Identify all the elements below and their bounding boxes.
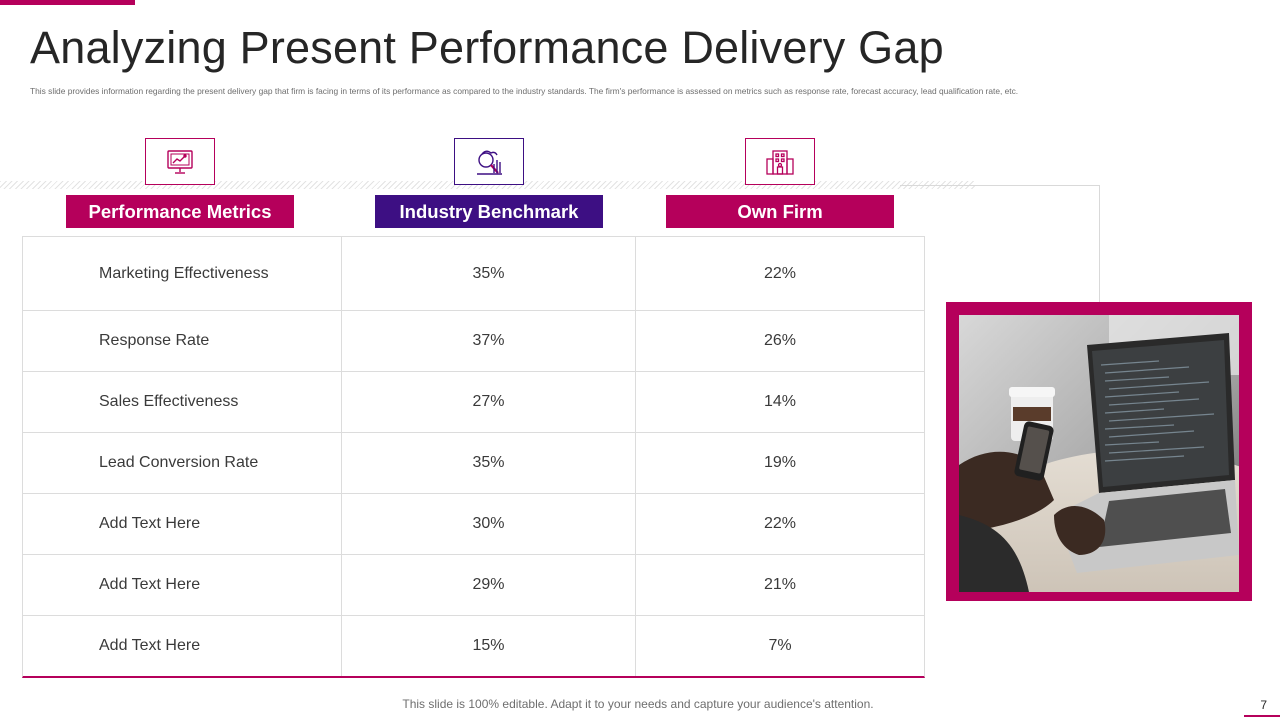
column-header-industry-benchmark: Industry Benchmark xyxy=(375,195,603,228)
photo-frame xyxy=(946,302,1252,601)
own-firm-cell: 7% xyxy=(768,637,792,654)
own-firm-cell: 22% xyxy=(763,264,797,282)
laptop-photo xyxy=(959,315,1239,592)
own-firm-cell: 26% xyxy=(763,332,797,349)
page-title: Analyzing Present Performance Delivery G… xyxy=(30,22,944,73)
metric-cell: Add Text Here xyxy=(23,555,342,615)
page-number-underline xyxy=(1244,715,1280,717)
column-header-performance-metrics: Performance Metrics xyxy=(66,195,294,228)
page-subtitle: This slide provides information regardin… xyxy=(30,86,1019,96)
analytics-search-icon xyxy=(454,138,524,185)
monitor-chart-icon xyxy=(145,138,215,185)
metrics-table: Marketing Effectiveness 35% 22% Response… xyxy=(22,236,925,678)
metric-cell: Add Text Here xyxy=(23,616,342,676)
hatched-divider xyxy=(0,181,975,189)
office-building-icon xyxy=(745,138,815,185)
benchmark-cell: 30% xyxy=(342,494,636,554)
table-row: Add Text Here 15% 7% xyxy=(23,616,924,676)
metric-cell: Add Text Here xyxy=(23,494,342,554)
table-row: Lead Conversion Rate 35% 19% xyxy=(23,433,924,494)
column-header-own-firm: Own Firm xyxy=(666,195,894,228)
benchmark-cell: 37% xyxy=(342,311,636,371)
top-accent-bar xyxy=(0,0,135,5)
metric-cell: Sales Effectiveness xyxy=(23,372,342,432)
metric-cell: Response Rate xyxy=(23,311,342,371)
decorative-outline xyxy=(900,185,1100,335)
own-firm-cell: 19% xyxy=(763,454,797,471)
table-row: Sales Effectiveness 27% 14% xyxy=(23,372,924,433)
own-firm-cell: 14% xyxy=(763,393,797,410)
benchmark-cell: 35% xyxy=(342,433,636,493)
own-firm-cell: 21% xyxy=(763,576,797,593)
table-row: Add Text Here 30% 22% xyxy=(23,494,924,555)
table-row: Response Rate 37% 26% xyxy=(23,311,924,372)
benchmark-cell: 35% xyxy=(342,237,636,310)
footer-note: This slide is 100% editable. Adapt it to… xyxy=(402,697,874,711)
page-number: 7 xyxy=(1260,698,1267,712)
benchmark-cell: 29% xyxy=(342,555,636,615)
benchmark-cell: 27% xyxy=(342,372,636,432)
benchmark-cell: 15% xyxy=(342,616,636,676)
table-row: Marketing Effectiveness 35% 22% xyxy=(23,237,924,311)
own-firm-cell: 22% xyxy=(763,515,797,532)
metric-cell: Lead Conversion Rate xyxy=(23,433,342,493)
metric-cell: Marketing Effectiveness xyxy=(23,237,342,310)
table-row: Add Text Here 29% 21% xyxy=(23,555,924,616)
